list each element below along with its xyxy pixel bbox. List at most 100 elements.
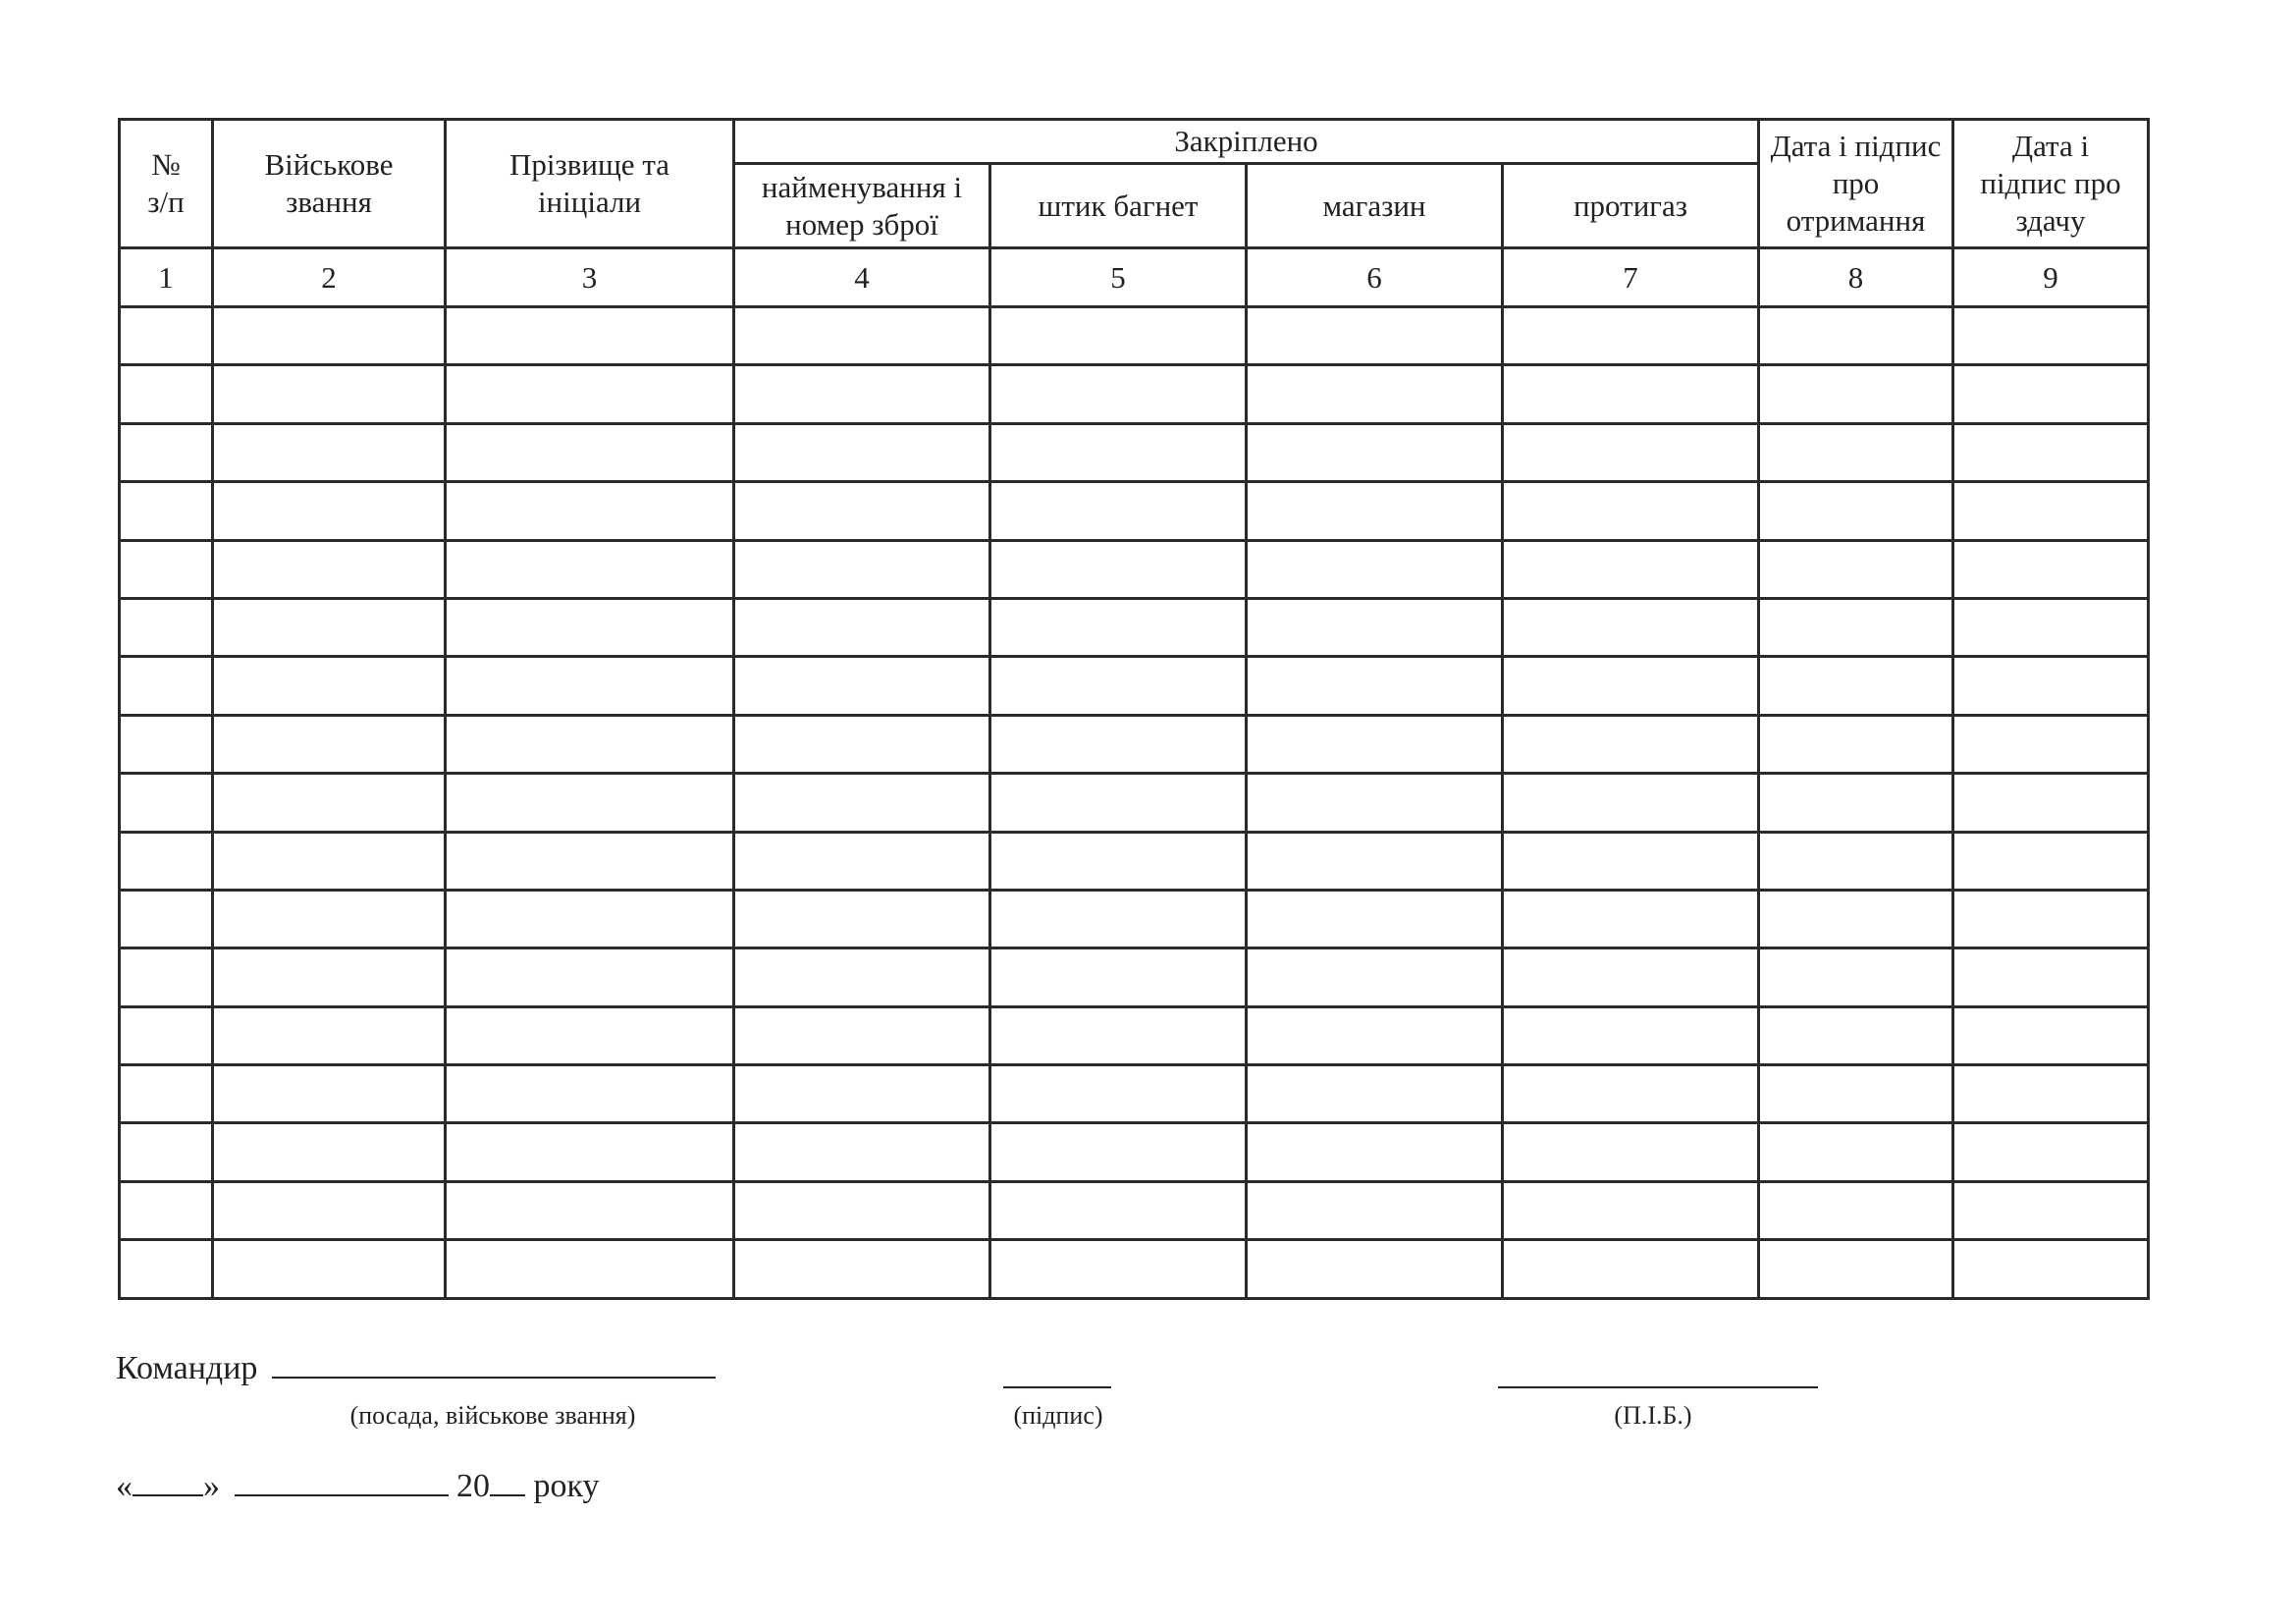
table-cell[interactable]	[732, 1063, 991, 1125]
table-cell[interactable]	[211, 1121, 447, 1183]
table-cell[interactable]	[1951, 1004, 2150, 1067]
table-cell[interactable]	[1757, 947, 1954, 1008]
table-cell[interactable]	[1501, 421, 1760, 484]
table-cell[interactable]	[211, 304, 447, 367]
table-cell[interactable]	[1245, 830, 1504, 892]
table-cell[interactable]	[1245, 713, 1504, 776]
table-cell[interactable]	[1951, 713, 2150, 776]
table-cell[interactable]	[211, 1179, 447, 1242]
table-cell[interactable]	[444, 596, 735, 659]
table-cell[interactable]	[988, 1179, 1248, 1242]
table-cell[interactable]	[1951, 947, 2150, 1008]
table-cell[interactable]	[1951, 772, 2150, 834]
table-cell[interactable]	[211, 480, 447, 542]
signature-blank[interactable]	[1003, 1386, 1111, 1388]
table-cell[interactable]	[444, 1004, 735, 1067]
table-cell[interactable]	[1951, 888, 2150, 950]
table-cell[interactable]	[211, 596, 447, 659]
table-cell[interactable]	[1245, 947, 1504, 1008]
table-cell[interactable]	[732, 363, 991, 425]
table-cell[interactable]	[1757, 888, 1954, 950]
table-cell[interactable]	[988, 304, 1248, 367]
table-cell[interactable]	[732, 888, 991, 950]
table-cell[interactable]	[118, 947, 214, 1008]
table-cell[interactable]	[988, 772, 1248, 834]
table-cell[interactable]	[1757, 772, 1954, 834]
table-cell[interactable]	[1951, 480, 2150, 542]
table-cell[interactable]	[1245, 538, 1504, 600]
table-cell[interactable]	[118, 421, 214, 484]
table-cell[interactable]	[1951, 538, 2150, 600]
table-cell[interactable]	[988, 1121, 1248, 1183]
table-cell[interactable]	[732, 830, 991, 892]
table-cell[interactable]	[1501, 1121, 1760, 1183]
table-cell[interactable]	[211, 1004, 447, 1067]
table-cell[interactable]	[1757, 363, 1954, 425]
table-cell[interactable]	[444, 1063, 735, 1125]
table-cell[interactable]	[732, 713, 991, 776]
table-cell[interactable]	[444, 421, 735, 484]
table-cell[interactable]	[118, 1121, 214, 1183]
table-cell[interactable]	[732, 480, 991, 542]
table-cell[interactable]	[1245, 596, 1504, 659]
table-cell[interactable]	[118, 1179, 214, 1242]
table-cell[interactable]	[444, 1121, 735, 1183]
table-cell[interactable]	[444, 1179, 735, 1242]
table-cell[interactable]	[1951, 363, 2150, 425]
table-cell[interactable]	[988, 655, 1248, 717]
table-cell[interactable]	[1501, 363, 1760, 425]
table-cell[interactable]	[211, 538, 447, 600]
table-cell[interactable]	[118, 1004, 214, 1067]
table-cell[interactable]	[211, 1063, 447, 1125]
table-cell[interactable]	[211, 713, 447, 776]
table-cell[interactable]	[1501, 480, 1760, 542]
table-cell[interactable]	[1245, 480, 1504, 542]
month-blank[interactable]	[234, 1494, 449, 1496]
table-cell[interactable]	[732, 304, 991, 367]
table-cell[interactable]	[1757, 713, 1954, 776]
table-cell[interactable]	[211, 772, 447, 834]
table-cell[interactable]	[732, 772, 991, 834]
table-cell[interactable]	[1757, 304, 1954, 367]
table-cell[interactable]	[1951, 1121, 2150, 1183]
table-cell[interactable]	[1501, 538, 1760, 600]
table-cell[interactable]	[444, 888, 735, 950]
table-cell[interactable]	[211, 888, 447, 950]
table-cell[interactable]	[1757, 596, 1954, 659]
table-cell[interactable]	[1245, 1063, 1504, 1125]
position-blank[interactable]	[271, 1377, 716, 1379]
table-cell[interactable]	[732, 538, 991, 600]
table-cell[interactable]	[1951, 1063, 2150, 1125]
table-cell[interactable]	[1951, 655, 2150, 717]
table-cell[interactable]	[1757, 1238, 1954, 1300]
table-cell[interactable]	[118, 538, 214, 600]
table-cell[interactable]	[1757, 1004, 1954, 1067]
table-cell[interactable]	[988, 538, 1248, 600]
table-cell[interactable]	[118, 480, 214, 542]
table-cell[interactable]	[1501, 947, 1760, 1008]
day-blank[interactable]	[133, 1494, 203, 1496]
table-cell[interactable]	[988, 947, 1248, 1008]
table-cell[interactable]	[444, 538, 735, 600]
table-cell[interactable]	[1245, 772, 1504, 834]
table-cell[interactable]	[1245, 655, 1504, 717]
table-cell[interactable]	[1757, 421, 1954, 484]
table-cell[interactable]	[118, 1238, 214, 1300]
table-cell[interactable]	[1501, 1238, 1760, 1300]
table-cell[interactable]	[988, 830, 1248, 892]
table-cell[interactable]	[732, 421, 991, 484]
table-cell[interactable]	[118, 596, 214, 659]
table-cell[interactable]	[1245, 1238, 1504, 1300]
table-cell[interactable]	[1757, 1121, 1954, 1183]
table-cell[interactable]	[211, 1238, 447, 1300]
table-cell[interactable]	[1245, 888, 1504, 950]
table-cell[interactable]	[444, 655, 735, 717]
year-blank[interactable]	[490, 1494, 525, 1496]
table-cell[interactable]	[1757, 480, 1954, 542]
table-cell[interactable]	[1501, 1004, 1760, 1067]
table-cell[interactable]	[1951, 596, 2150, 659]
table-cell[interactable]	[732, 947, 991, 1008]
table-cell[interactable]	[118, 1063, 214, 1125]
table-cell[interactable]	[988, 363, 1248, 425]
table-cell[interactable]	[1951, 1179, 2150, 1242]
